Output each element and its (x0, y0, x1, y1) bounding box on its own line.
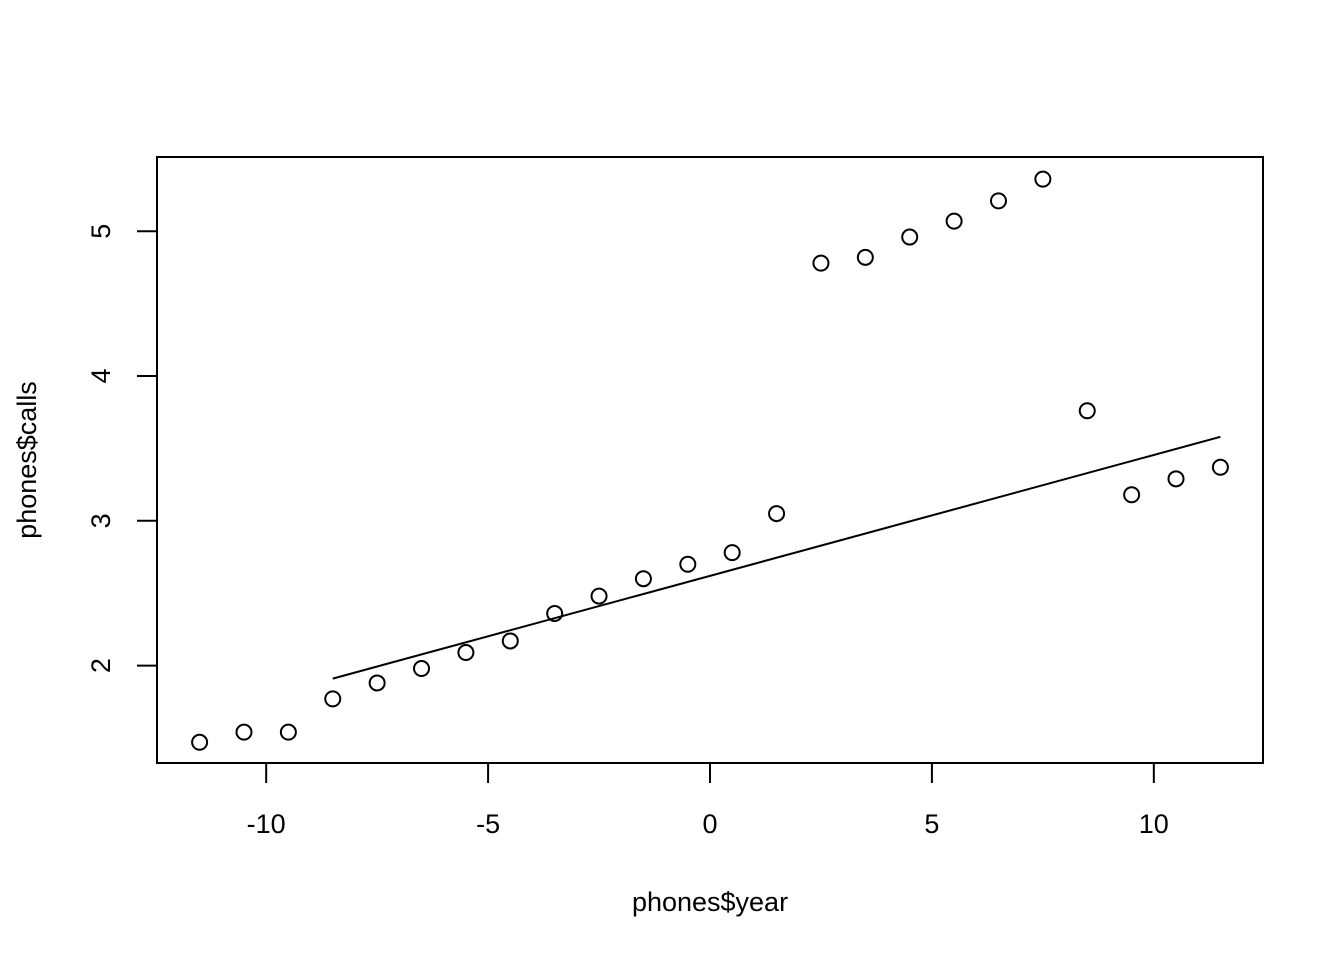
data-point (901, 228, 919, 246)
data-point (812, 254, 830, 272)
y-tick-label: 2 (86, 658, 116, 673)
data-point (590, 587, 608, 605)
data-point (191, 733, 209, 751)
data-point (1078, 402, 1096, 420)
data-point (413, 659, 431, 677)
data-point (1167, 470, 1185, 488)
data-point (856, 248, 874, 266)
data-point (945, 212, 963, 230)
data-point (1034, 170, 1052, 188)
data-point (235, 723, 253, 741)
data-point (679, 555, 697, 573)
y-axis-label: phones$calls (12, 381, 42, 539)
y-tick-label: 5 (86, 224, 116, 239)
data-points (191, 170, 1229, 751)
fit-line (332, 435, 1221, 680)
x-tick-label: 0 (702, 809, 717, 839)
x-axis-label: phones$year (632, 887, 788, 917)
data-point (634, 570, 652, 588)
x-tick-label: -5 (476, 809, 500, 839)
data-point (279, 723, 297, 741)
x-tick-label: 10 (1139, 809, 1169, 839)
data-point (501, 632, 519, 650)
fit-line-group (332, 435, 1221, 680)
x-axis: -10 -5 0 5 10 (247, 763, 1169, 839)
y-axis: 2 3 4 5 (86, 224, 157, 673)
data-point (989, 192, 1007, 210)
y-tick-label: 4 (86, 369, 116, 384)
data-point (457, 644, 475, 662)
data-point (546, 604, 564, 622)
data-point (723, 544, 741, 562)
x-tick-label: -10 (247, 809, 286, 839)
plot-frame (156, 156, 1264, 764)
x-tick-label: 5 (924, 809, 939, 839)
data-point (1123, 486, 1141, 504)
data-point (1211, 458, 1229, 476)
data-point (324, 690, 342, 708)
y-tick-label: 3 (86, 513, 116, 528)
data-point (368, 674, 386, 692)
data-point (768, 505, 786, 523)
